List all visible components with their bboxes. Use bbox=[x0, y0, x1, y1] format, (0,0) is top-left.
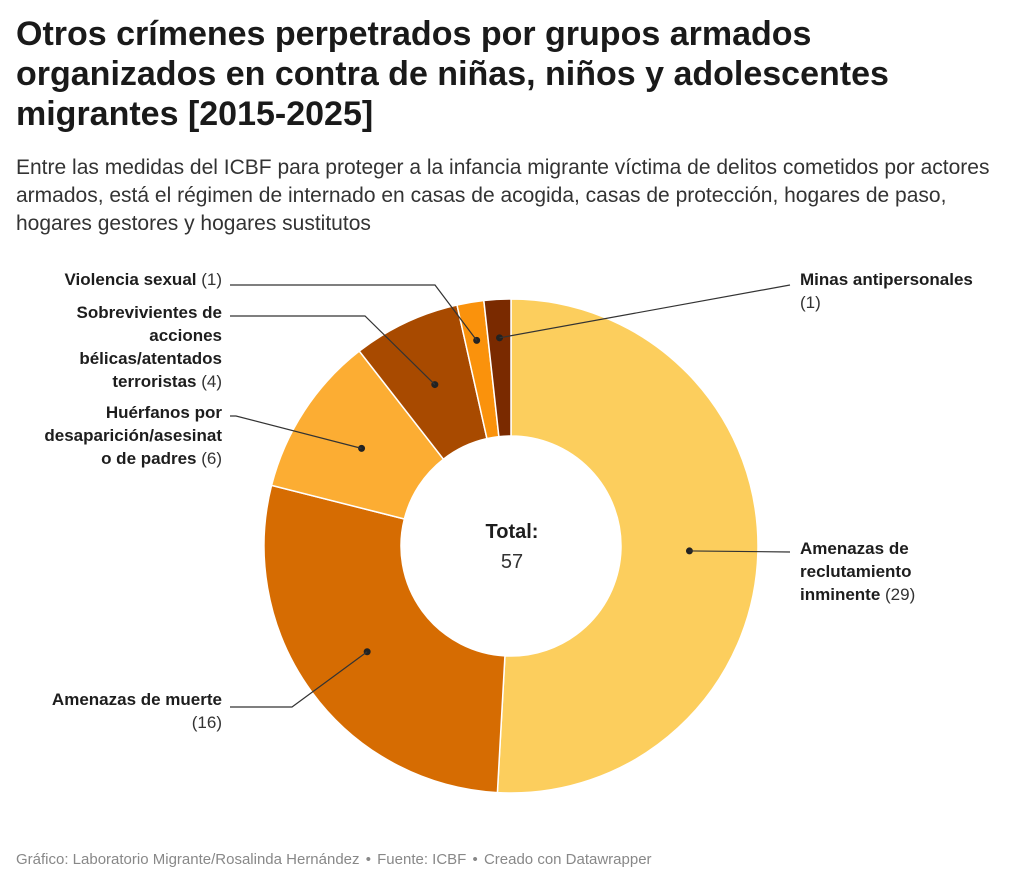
slice-label-1: Amenazas de muerte (16) bbox=[52, 690, 222, 732]
data-source: Fuente: ICBF bbox=[377, 851, 467, 868]
footer-separator: • bbox=[472, 851, 478, 868]
slice-value-0: (29) bbox=[880, 585, 915, 604]
footer-separator: • bbox=[365, 851, 371, 868]
slice-label-3: Sobrevivientes de acciones bélicas/atentad… bbox=[76, 303, 222, 391]
slice-value-1: (16) bbox=[192, 713, 222, 732]
center-total-value: 57 bbox=[501, 551, 523, 573]
leader-line-3 bbox=[230, 315, 436, 386]
chart-subtitle: Entre las medidas del ICBF para proteger… bbox=[16, 156, 990, 235]
slice-label-line: desaparición/asesinat bbox=[44, 426, 222, 445]
slice-label-4: Violencia sexual (1) bbox=[65, 270, 222, 289]
slice-label-line: terroristas bbox=[112, 372, 196, 391]
leader-line-0 bbox=[689, 550, 791, 553]
chart-footer: Gráfico: Laboratorio Migrante/Rosalinda … bbox=[16, 851, 652, 868]
slice-label-0: Amenazas de reclutamiento inminente (29) bbox=[800, 539, 915, 604]
slice-label-line: Amenazas de bbox=[800, 539, 909, 558]
tool-credit: Creado con Datawrapper bbox=[483, 851, 652, 868]
center-total-label: Total: bbox=[486, 521, 539, 543]
slice-label-line: o de padres bbox=[101, 449, 196, 468]
slice-label-line: Amenazas de muerte bbox=[52, 690, 222, 709]
chart-title: Otros crímenes perpetrados por grupos ar… bbox=[16, 15, 889, 133]
slice-labels: Amenazas de reclutamiento inminente (29)Am… bbox=[44, 270, 973, 732]
slice-label-5: Minas antipersonales (1) bbox=[800, 270, 973, 312]
slice-5 bbox=[483, 298, 512, 438]
slice-0 bbox=[496, 298, 759, 794]
slice-label-line: inminente bbox=[800, 585, 880, 604]
leader-line-5 bbox=[499, 284, 791, 339]
chart-credit: Gráfico: Laboratorio Migrante/Rosalinda … bbox=[16, 851, 360, 868]
slice-label-line: bélicas/atentados bbox=[79, 349, 222, 368]
slice-label-line: Violencia sexual bbox=[65, 270, 197, 289]
slice-value-3: (4) bbox=[197, 372, 223, 391]
slice-label-line: Sobrevivientes de bbox=[76, 303, 222, 322]
slice-label-line: acciones bbox=[149, 326, 222, 345]
slice-label-2: Huérfanos por desaparición/asesinat o de p… bbox=[44, 403, 222, 468]
leader-line-1 bbox=[230, 651, 368, 708]
leader-line-4 bbox=[230, 284, 478, 341]
slice-value-5: (1) bbox=[800, 293, 821, 312]
slice-label-line: reclutamiento bbox=[800, 562, 911, 581]
label-leader-lines bbox=[230, 284, 791, 708]
slice-value-4: (1) bbox=[197, 270, 223, 289]
leader-line-2 bbox=[230, 415, 362, 449]
slice-label-line: Minas antipersonales bbox=[800, 270, 973, 289]
slice-label-line: Huérfanos por bbox=[106, 403, 223, 422]
donut-slices bbox=[263, 298, 759, 794]
slice-1 bbox=[263, 484, 506, 794]
slice-value-2: (6) bbox=[197, 449, 223, 468]
